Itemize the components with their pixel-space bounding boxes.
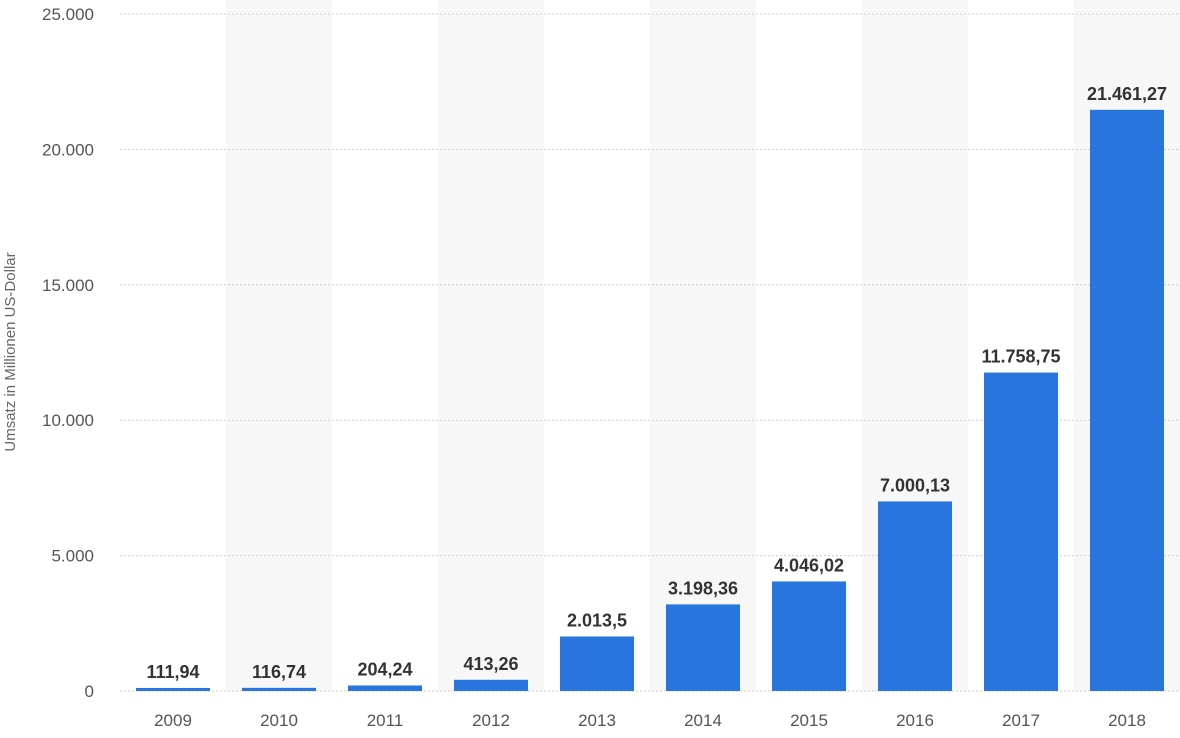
x-tick-label: 2017 <box>1002 711 1040 730</box>
x-tick-label: 2014 <box>684 711 722 730</box>
x-tick-label: 2013 <box>578 711 616 730</box>
category-band <box>650 0 756 691</box>
x-tick-label: 2015 <box>790 711 828 730</box>
bars <box>136 109 1164 692</box>
category-band <box>226 0 332 691</box>
y-tick-label: 15.000 <box>42 276 94 295</box>
data-label: 4.046,02 <box>774 555 844 575</box>
bar[interactable] <box>1090 109 1164 692</box>
data-label: 111,94 <box>146 662 199 682</box>
y-tick-label: 5.000 <box>51 547 94 566</box>
category-band <box>438 0 544 691</box>
data-label: 2.013,5 <box>567 610 627 630</box>
data-label: 21.461,27 <box>1087 84 1167 104</box>
data-label: 204,24 <box>357 659 412 679</box>
y-tick-label: 25.000 <box>42 5 94 24</box>
gridlines <box>120 13 1180 692</box>
bar[interactable] <box>772 581 846 691</box>
x-tick-label: 2009 <box>154 711 192 730</box>
y-axis-title: Umsatz in Millionen US-Dollar <box>2 252 19 451</box>
bar[interactable] <box>136 687 210 691</box>
data-label: 11.758,75 <box>981 347 1060 367</box>
bar[interactable] <box>560 636 634 691</box>
bar[interactable] <box>878 501 952 691</box>
x-axis-ticks: 2009 2010 2011 2012 2013 2014 2015 2016 2017 2018 <box>154 711 1146 730</box>
data-labels: 111,94 116,74 204,24 413,26 2.013,5 3.198,36 4… <box>146 84 1167 682</box>
y-tick-label: 20.000 <box>42 140 94 159</box>
data-label: 3.198,36 <box>668 578 738 598</box>
y-tick-label: 10.000 <box>42 411 94 430</box>
x-tick-label: 2018 <box>1108 711 1146 730</box>
data-label: 413,26 <box>463 654 518 674</box>
data-label: 116,74 <box>252 662 306 682</box>
bar[interactable] <box>348 685 422 691</box>
bar[interactable] <box>984 372 1058 691</box>
data-label: 7.000,13 <box>880 475 950 495</box>
x-tick-label: 2011 <box>367 711 404 730</box>
y-axis-ticks: 0 5.000 10.000 15.000 20.000 25.000 <box>42 5 94 701</box>
bar[interactable] <box>666 604 740 691</box>
x-tick-label: 2012 <box>472 711 510 730</box>
bar[interactable] <box>454 679 528 691</box>
bar[interactable] <box>242 687 316 691</box>
y-tick-label: 0 <box>85 682 94 701</box>
x-tick-label: 2016 <box>896 711 934 730</box>
x-tick-label: 2010 <box>260 711 298 730</box>
